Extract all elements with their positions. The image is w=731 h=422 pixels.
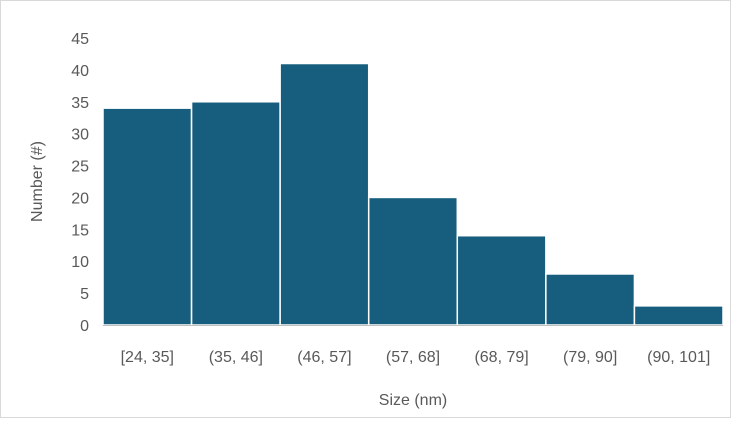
y-axis-title: Number (#) bbox=[29, 141, 46, 222]
y-tick-label: 30 bbox=[71, 127, 89, 144]
x-tick-label: (57, 68] bbox=[386, 349, 440, 366]
y-axis-ticks: 0 5 10 15 20 25 30 35 40 45 bbox=[71, 31, 89, 335]
y-tick-label: 10 bbox=[71, 254, 89, 271]
bar bbox=[279, 62, 370, 326]
y-tick-label: 45 bbox=[71, 31, 89, 48]
bar bbox=[633, 305, 724, 326]
y-tick-label: 35 bbox=[71, 95, 89, 112]
bars-group bbox=[102, 62, 724, 326]
y-tick-label: 20 bbox=[71, 190, 89, 207]
x-tick-label: (79, 90] bbox=[563, 349, 617, 366]
y-tick-label: 0 bbox=[80, 318, 89, 335]
x-axis-ticks: [24, 35] (35, 46] (46, 57] (57, 68] (68, 79]… bbox=[121, 349, 711, 366]
y-tick-label: 25 bbox=[71, 159, 89, 176]
bar bbox=[190, 101, 281, 326]
y-tick-label: 5 bbox=[80, 286, 89, 303]
x-tick-label: (46, 57] bbox=[297, 349, 351, 366]
x-tick-label: (68, 79] bbox=[474, 349, 528, 366]
bar bbox=[456, 234, 547, 326]
x-axis-title: Size (nm) bbox=[379, 392, 447, 409]
x-tick-label: (90, 101] bbox=[647, 349, 710, 366]
x-tick-label: [24, 35] bbox=[121, 349, 174, 366]
bar bbox=[545, 273, 636, 326]
x-tick-label: (35, 46] bbox=[209, 349, 263, 366]
y-tick-label: 40 bbox=[71, 63, 89, 80]
bar bbox=[367, 196, 459, 326]
y-tick-label: 15 bbox=[71, 222, 89, 239]
bar bbox=[102, 107, 193, 326]
